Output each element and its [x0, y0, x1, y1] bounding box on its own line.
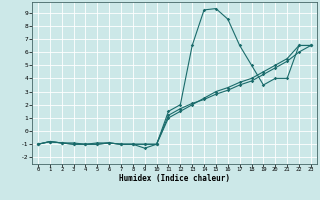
X-axis label: Humidex (Indice chaleur): Humidex (Indice chaleur): [119, 174, 230, 183]
